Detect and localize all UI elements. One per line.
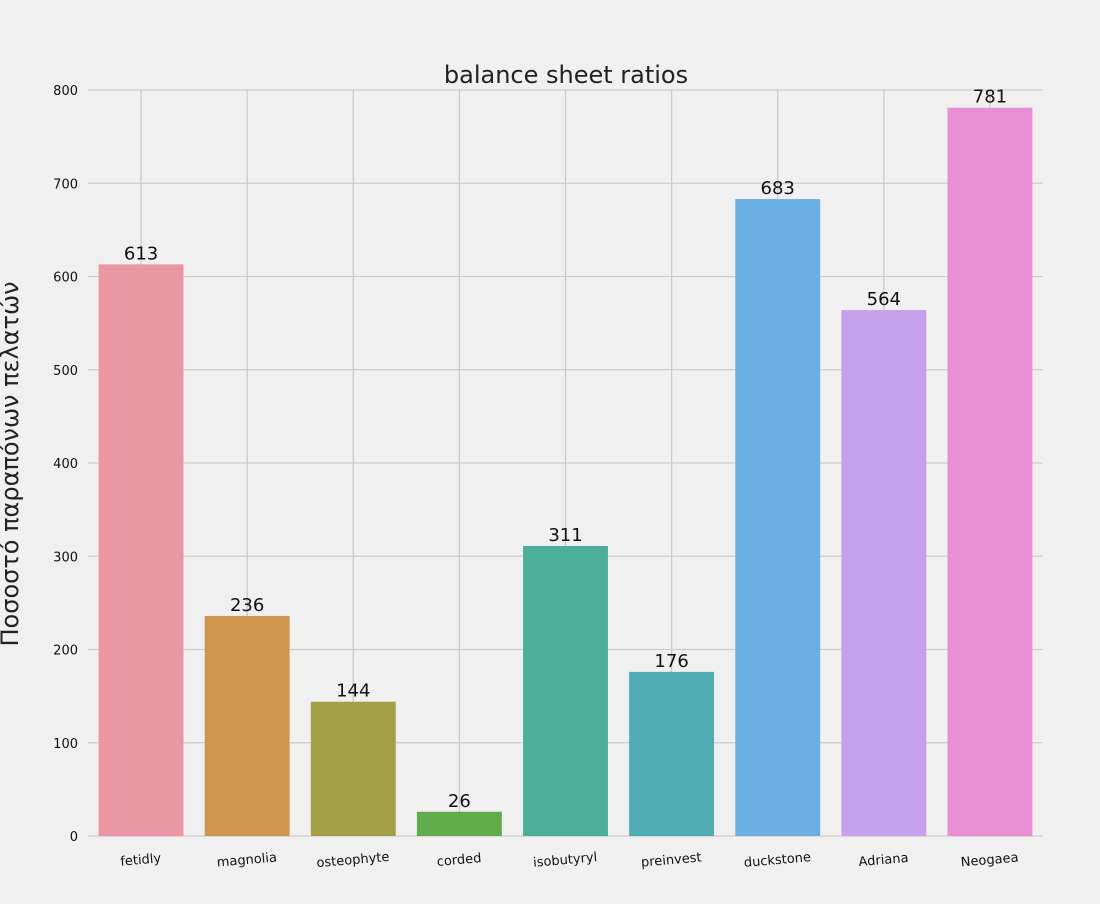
bar bbox=[416, 811, 502, 836]
y-axis-ticks: 0 100 200 300 400 500 600 700 800 bbox=[53, 84, 78, 845]
x-tick-label: fetidly bbox=[120, 851, 162, 870]
bar bbox=[841, 310, 927, 836]
x-tick-label: Neogaea bbox=[960, 851, 1019, 871]
y-tick-label: 500 bbox=[53, 364, 78, 379]
bar-value-label: 781 bbox=[973, 87, 1007, 108]
y-axis-label: Ποσοστό παραπόνων πελατών bbox=[0, 282, 24, 647]
bar bbox=[947, 107, 1033, 836]
bar-value-label: 236 bbox=[230, 595, 264, 616]
y-tick-label: 100 bbox=[53, 737, 78, 752]
bar-value-label: 564 bbox=[867, 289, 901, 310]
bar-value-label: 311 bbox=[548, 525, 582, 546]
bar-value-label: 613 bbox=[124, 243, 158, 264]
y-tick-label: 300 bbox=[53, 550, 78, 565]
x-tick-label: magnolia bbox=[216, 850, 277, 870]
bar-value-label: 176 bbox=[654, 651, 688, 672]
bar-value-label: 144 bbox=[336, 681, 370, 702]
y-tick-label: 600 bbox=[53, 271, 78, 286]
bar-value-label: 683 bbox=[761, 178, 795, 199]
x-tick-label: corded bbox=[436, 851, 482, 870]
chart-title: balance sheet ratios bbox=[444, 61, 688, 89]
bar-value-label: 26 bbox=[448, 791, 471, 812]
y-tick-label: 700 bbox=[53, 177, 78, 192]
y-tick-label: 0 bbox=[70, 830, 78, 845]
data-labels: 613 236 144 26 311 176 683 564 781 bbox=[124, 87, 1007, 812]
x-tick-label: isobutyryl bbox=[533, 850, 598, 871]
bar bbox=[204, 615, 290, 836]
bar bbox=[98, 264, 184, 836]
y-tick-label: 400 bbox=[53, 457, 78, 472]
x-tick-label: duckstone bbox=[743, 850, 811, 871]
y-tick-label: 200 bbox=[53, 644, 78, 659]
x-axis-ticks: fetidly magnolia osteophyte corded isobutyry… bbox=[120, 850, 1019, 871]
bar bbox=[629, 671, 715, 836]
y-tick-label: 800 bbox=[53, 84, 78, 99]
bar bbox=[523, 545, 608, 836]
bars bbox=[98, 107, 1033, 837]
x-tick-label: Adriana bbox=[858, 851, 909, 870]
x-tick-label: osteophyte bbox=[316, 850, 390, 871]
bar bbox=[735, 199, 821, 837]
x-tick-label: preinvest bbox=[640, 850, 702, 870]
bar bbox=[310, 701, 396, 836]
